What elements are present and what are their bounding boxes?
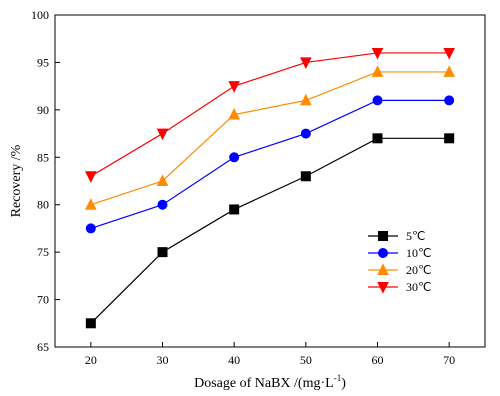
legend-item: 30℃ <box>368 280 431 294</box>
data-point <box>371 65 384 77</box>
data-point <box>229 204 240 215</box>
data-point <box>157 199 168 210</box>
x-axis-label-close: ) <box>341 376 346 391</box>
axis-ticks: 20 30 40 50 60 70 65 70 75 80 85 90 95 100 <box>31 8 455 367</box>
series-2 <box>85 65 455 210</box>
data-point <box>372 133 383 144</box>
series-line <box>90 52 450 177</box>
data-point <box>157 247 168 258</box>
y-tick-label: 70 <box>37 293 49 307</box>
plot-frame <box>54 14 486 348</box>
x-tick-label: 30 <box>157 353 169 367</box>
y-tick-label: 85 <box>37 150 49 164</box>
data-point <box>85 171 97 183</box>
x-axis-label-main: Dosage of NaBX /(mg·L <box>194 376 334 391</box>
x-tick-label: 40 <box>228 353 240 367</box>
legend-item: 20℃ <box>368 263 431 277</box>
series-line <box>90 137 450 324</box>
x-axis-label: Dosage of NaBX /(mg·L-1) <box>194 373 346 391</box>
data-point <box>85 318 96 329</box>
data-point <box>300 93 312 106</box>
legend-label: 5℃ <box>406 229 425 243</box>
data-point <box>443 47 455 60</box>
data-point <box>371 47 384 60</box>
x-tick-label: 20 <box>85 353 97 367</box>
y-tick-label: 90 <box>37 103 49 117</box>
data-point <box>372 95 383 106</box>
y-tick-label: 65 <box>37 340 49 354</box>
data-point <box>156 128 169 141</box>
y-axis-label: Recovery /% <box>9 144 24 217</box>
y-tick-label: 100 <box>31 8 49 22</box>
series-0 <box>85 133 455 329</box>
data-point <box>228 81 240 93</box>
data-point <box>85 198 97 210</box>
data-point <box>85 223 96 234</box>
data-point <box>156 174 169 186</box>
series-lines <box>85 47 455 329</box>
legend-item: 10℃ <box>368 246 431 260</box>
series-line <box>90 99 450 229</box>
legend-marker <box>377 282 389 294</box>
data-point <box>444 133 455 144</box>
legend-marker <box>377 263 389 275</box>
y-tick-label: 80 <box>37 198 49 212</box>
x-tick-label: 60 <box>372 353 384 367</box>
legend: 5℃ 10℃ 20℃ 30℃ <box>368 229 431 294</box>
data-point <box>300 57 312 70</box>
data-point <box>228 107 240 120</box>
series-1 <box>85 95 455 234</box>
series-line <box>90 71 450 206</box>
data-point <box>229 152 240 163</box>
data-point <box>300 128 311 139</box>
x-axis-label-superscript: -1 <box>334 373 342 383</box>
legend-label: 10℃ <box>406 246 431 260</box>
data-point <box>444 95 455 106</box>
legend-marker <box>378 231 388 241</box>
data-point <box>300 171 311 182</box>
x-tick-label: 50 <box>300 353 312 367</box>
y-tick-label: 95 <box>37 55 49 69</box>
legend-label: 30℃ <box>406 280 431 294</box>
legend-item: 5℃ <box>368 229 425 243</box>
data-point <box>443 65 455 77</box>
x-tick-label: 70 <box>443 353 455 367</box>
series-3 <box>85 47 455 183</box>
legend-marker <box>378 248 388 258</box>
legend-label: 20℃ <box>406 263 431 277</box>
y-tick-label: 75 <box>37 245 49 259</box>
